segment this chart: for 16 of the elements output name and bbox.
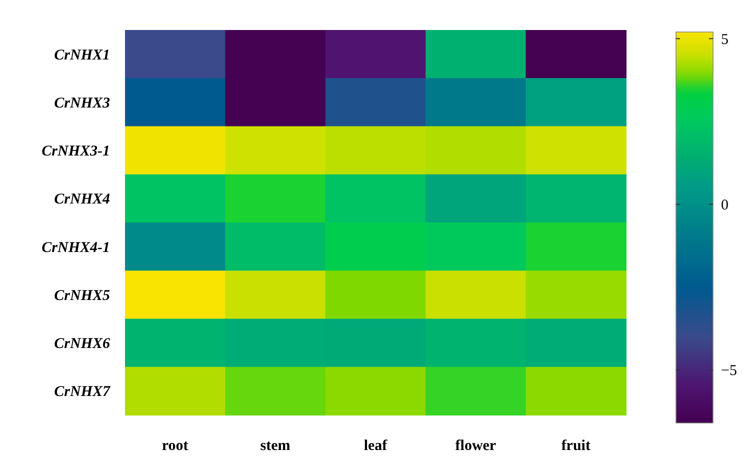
color-bar-label: −5: [721, 363, 737, 380]
x-tick-label: fruit: [561, 438, 590, 454]
y-tick-label: CrNHX3: [54, 95, 110, 112]
y-tick-label: CrNHX3-1: [42, 144, 110, 160]
y-tick-label: CrNHX6: [54, 336, 110, 352]
x-tick-label: leaf: [364, 438, 388, 454]
y-tick-label: CrNHX4-1: [42, 240, 110, 256]
y-tick-label: CrNHX1: [54, 47, 110, 64]
x-tick-label: stem: [260, 438, 291, 454]
color-bar-label: 5: [721, 32, 728, 48]
color-bar-label: 0: [721, 198, 728, 214]
y-tick-label: CrNHX7: [54, 384, 110, 400]
y-tick-label: CrNHX5: [54, 288, 110, 304]
x-tick-label: root: [162, 438, 188, 454]
x-tick-label: flower: [455, 438, 496, 454]
y-tick-label: CrNHX4: [54, 192, 110, 208]
